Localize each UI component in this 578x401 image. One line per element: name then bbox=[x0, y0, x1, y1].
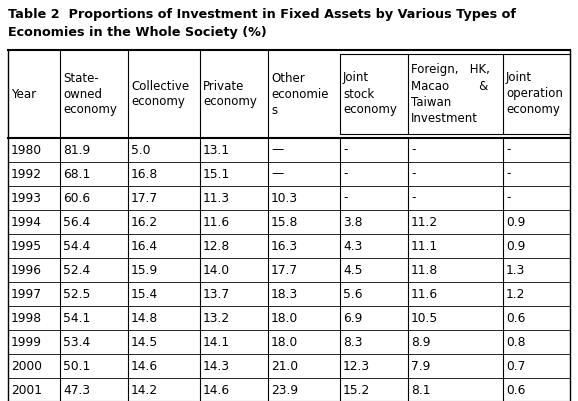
Text: 1980: 1980 bbox=[11, 144, 42, 156]
Text: 1995: 1995 bbox=[11, 239, 42, 253]
Text: -: - bbox=[411, 144, 416, 156]
Text: 14.1: 14.1 bbox=[203, 336, 230, 348]
Text: -: - bbox=[343, 168, 347, 180]
Text: 15.1: 15.1 bbox=[203, 168, 230, 180]
Text: 15.8: 15.8 bbox=[271, 215, 298, 229]
Text: 14.8: 14.8 bbox=[131, 312, 158, 324]
Text: 0.7: 0.7 bbox=[506, 360, 525, 373]
Text: 18.3: 18.3 bbox=[271, 288, 298, 300]
Text: 3.8: 3.8 bbox=[343, 215, 362, 229]
Text: 0.9: 0.9 bbox=[506, 215, 525, 229]
Text: 1998: 1998 bbox=[11, 312, 42, 324]
Text: 10.3: 10.3 bbox=[271, 192, 298, 205]
Text: 14.0: 14.0 bbox=[203, 263, 230, 277]
Text: 18.0: 18.0 bbox=[271, 336, 298, 348]
Text: 12.8: 12.8 bbox=[203, 239, 230, 253]
Text: Joint
operation
economy: Joint operation economy bbox=[506, 71, 563, 117]
Text: 11.1: 11.1 bbox=[411, 239, 438, 253]
Text: 60.6: 60.6 bbox=[63, 192, 90, 205]
Text: 14.6: 14.6 bbox=[203, 383, 230, 397]
Text: 13.1: 13.1 bbox=[203, 144, 230, 156]
Text: 11.2: 11.2 bbox=[411, 215, 438, 229]
Text: 16.2: 16.2 bbox=[131, 215, 158, 229]
Text: 54.4: 54.4 bbox=[63, 239, 90, 253]
Text: 81.9: 81.9 bbox=[63, 144, 90, 156]
Text: 17.7: 17.7 bbox=[271, 263, 298, 277]
Text: 14.5: 14.5 bbox=[131, 336, 158, 348]
Text: 12.3: 12.3 bbox=[343, 360, 370, 373]
Text: Other
economie
s: Other economie s bbox=[271, 71, 328, 117]
Text: -: - bbox=[411, 168, 416, 180]
Text: 54.1: 54.1 bbox=[63, 312, 90, 324]
Text: 1996: 1996 bbox=[11, 263, 42, 277]
Text: 8.1: 8.1 bbox=[411, 383, 431, 397]
Text: -: - bbox=[506, 144, 510, 156]
Text: 0.8: 0.8 bbox=[506, 336, 525, 348]
Text: 11.6: 11.6 bbox=[411, 288, 438, 300]
Text: Private
economy: Private economy bbox=[203, 79, 257, 109]
Text: 47.3: 47.3 bbox=[63, 383, 90, 397]
Text: 17.7: 17.7 bbox=[131, 192, 158, 205]
Text: 11.3: 11.3 bbox=[203, 192, 230, 205]
Text: 7.9: 7.9 bbox=[411, 360, 431, 373]
Text: 10.5: 10.5 bbox=[411, 312, 438, 324]
Text: 50.1: 50.1 bbox=[63, 360, 90, 373]
Text: 4.5: 4.5 bbox=[343, 263, 362, 277]
Text: 5.0: 5.0 bbox=[131, 144, 150, 156]
Text: 11.6: 11.6 bbox=[203, 215, 230, 229]
Text: 52.5: 52.5 bbox=[63, 288, 90, 300]
Text: Table 2  Proportions of Investment in Fixed Assets by Various Types of: Table 2 Proportions of Investment in Fix… bbox=[8, 8, 516, 21]
Text: —: — bbox=[271, 144, 283, 156]
Text: Foreign,   HK,
Macao        &
Taiwan
Investment: Foreign, HK, Macao & Taiwan Investment bbox=[411, 63, 490, 124]
Text: 16.4: 16.4 bbox=[131, 239, 158, 253]
Text: 18.0: 18.0 bbox=[271, 312, 298, 324]
Text: 15.2: 15.2 bbox=[343, 383, 370, 397]
Text: State-
owned
economy: State- owned economy bbox=[63, 71, 117, 117]
Text: 6.9: 6.9 bbox=[343, 312, 362, 324]
Text: 1994: 1994 bbox=[11, 215, 42, 229]
Text: 56.4: 56.4 bbox=[63, 215, 90, 229]
Text: 52.4: 52.4 bbox=[63, 263, 90, 277]
Text: 11.8: 11.8 bbox=[411, 263, 438, 277]
Text: Joint
stock
economy: Joint stock economy bbox=[343, 71, 397, 117]
Text: 16.3: 16.3 bbox=[271, 239, 298, 253]
Text: 1993: 1993 bbox=[11, 192, 42, 205]
Text: 15.4: 15.4 bbox=[131, 288, 158, 300]
Text: 15.9: 15.9 bbox=[131, 263, 158, 277]
Text: 1.2: 1.2 bbox=[506, 288, 525, 300]
Text: 23.9: 23.9 bbox=[271, 383, 298, 397]
Text: 13.2: 13.2 bbox=[203, 312, 230, 324]
Text: -: - bbox=[411, 192, 416, 205]
Text: 8.9: 8.9 bbox=[411, 336, 431, 348]
Text: 14.2: 14.2 bbox=[131, 383, 158, 397]
Text: -: - bbox=[506, 168, 510, 180]
Text: 53.4: 53.4 bbox=[63, 336, 90, 348]
Text: 1999: 1999 bbox=[11, 336, 42, 348]
Text: 13.7: 13.7 bbox=[203, 288, 230, 300]
Text: 0.6: 0.6 bbox=[506, 383, 525, 397]
Text: -: - bbox=[506, 192, 510, 205]
Text: 0.9: 0.9 bbox=[506, 239, 525, 253]
Text: Year: Year bbox=[11, 87, 36, 101]
Text: 5.6: 5.6 bbox=[343, 288, 362, 300]
Text: 68.1: 68.1 bbox=[63, 168, 90, 180]
Text: Economies in the Whole Society (%): Economies in the Whole Society (%) bbox=[8, 26, 267, 39]
Text: 2000: 2000 bbox=[11, 360, 42, 373]
Text: 4.3: 4.3 bbox=[343, 239, 362, 253]
Text: 14.6: 14.6 bbox=[131, 360, 158, 373]
Text: -: - bbox=[343, 192, 347, 205]
Text: 21.0: 21.0 bbox=[271, 360, 298, 373]
Text: 1997: 1997 bbox=[11, 288, 42, 300]
Text: 14.3: 14.3 bbox=[203, 360, 230, 373]
Text: -: - bbox=[343, 144, 347, 156]
Text: 2001: 2001 bbox=[11, 383, 42, 397]
Text: 1992: 1992 bbox=[11, 168, 42, 180]
Text: Collective
economy: Collective economy bbox=[131, 79, 189, 109]
Text: 0.6: 0.6 bbox=[506, 312, 525, 324]
Text: 1.3: 1.3 bbox=[506, 263, 525, 277]
Text: 8.3: 8.3 bbox=[343, 336, 362, 348]
Text: 16.8: 16.8 bbox=[131, 168, 158, 180]
Text: —: — bbox=[271, 168, 283, 180]
